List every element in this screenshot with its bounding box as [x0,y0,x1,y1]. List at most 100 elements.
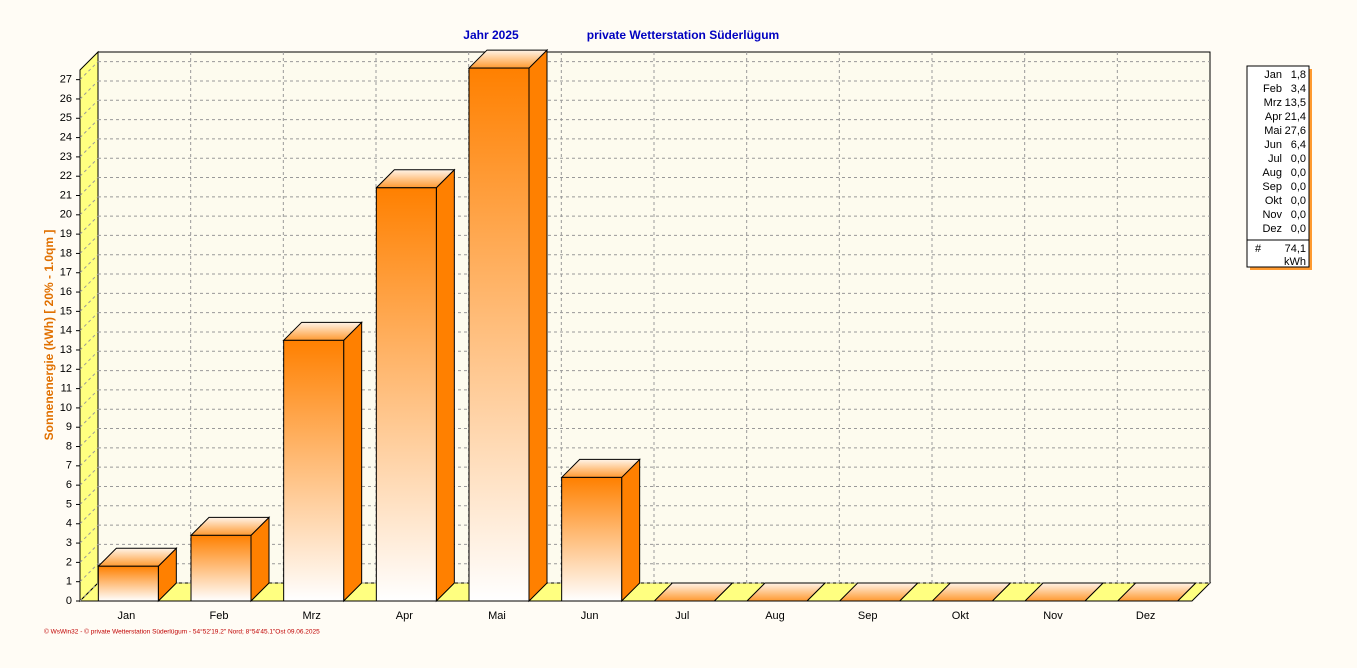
bar-group [282,321,363,603]
chart-title: Jahr 2025 [463,28,519,42]
y-tick-label: 6 [66,479,72,491]
legend-value: 0,0 [1291,153,1306,165]
y-tick-label: 2 [66,556,72,568]
y-tick-label: 8 [66,440,72,452]
legend-month: Aug [1262,167,1282,179]
y-axis-label: Sonnenenergie (kWh) [ 20% - 1.0qm ] [42,230,56,441]
side-grid-line [79,157,99,177]
bar-side [343,321,363,603]
x-tick-label: Jul [675,610,689,622]
legend-total: 74,1 [1285,243,1306,255]
y-tick-label: 24 [60,131,72,143]
x-tick-label: Feb [210,610,229,622]
side-wall [79,50,99,603]
legend-value: 13,5 [1285,97,1306,109]
side-grid-line [79,61,99,81]
bar [375,187,437,602]
legend-value: 0,0 [1291,209,1306,221]
bar-group [560,458,641,603]
x-tick-label: Mrz [303,610,321,622]
bar [283,339,345,602]
legend-box [1246,65,1310,268]
y-tick-label: 3 [66,537,72,549]
bar-group [375,168,456,603]
y-tick-label: 0 [66,595,72,607]
legend-value: 3,4 [1291,83,1306,95]
x-tick-label: Aug [765,610,785,622]
side-grid-line [79,563,99,583]
bar [97,565,159,602]
legend-month: Dez [1262,223,1282,235]
bar-top [653,582,734,602]
bar-group [931,582,1012,602]
side-grid-line [79,119,99,138]
bar-side [435,168,455,603]
side-grid-line [79,215,99,235]
y-tick-label: 12 [60,363,72,375]
side-grid-line [79,370,99,389]
bar-group [1023,582,1105,602]
side-grid-line [79,138,99,158]
legend-month: Okt [1265,195,1282,207]
x-tick-label: Sep [858,610,878,622]
bar [561,476,623,602]
bar-top [1116,582,1197,602]
x-tick-label: Dez [1136,610,1156,622]
legend-month: Nov [1262,209,1282,221]
side-grid-line [79,273,99,293]
y-tick-label: 21 [60,189,72,201]
legend-month: Sep [1262,181,1282,193]
side-grid-line [79,312,99,332]
x-tick-label: Jun [581,610,599,622]
plot [79,48,1210,603]
y-tick-label: 9 [66,421,72,433]
side-grid-line [79,524,99,544]
side-grid-line [79,486,99,505]
side-grid-line [79,350,99,370]
legend-month: Jun [1264,139,1282,151]
side-grid-line [79,99,99,119]
y-tick-label: 23 [60,151,72,163]
y-tick-label: 26 [60,93,72,105]
y-tick-label: 7 [66,460,72,472]
bar-group [97,547,178,603]
legend-month: Jul [1268,153,1282,165]
y-tick-label: 18 [60,247,72,259]
side-grid-line [79,389,99,409]
bar-group [653,582,734,602]
y-tick-label: 25 [60,112,72,124]
side-grid-line [79,408,99,428]
side-grid-line [79,254,99,274]
legend-value: 0,0 [1291,181,1306,193]
y-tick-label: 11 [61,383,72,395]
side-grid-line [79,544,99,563]
y-tick-label: 4 [66,518,72,530]
legend-symbol: # [1255,243,1262,255]
y-tick-label: 14 [60,325,72,337]
y-tick-label: 22 [60,170,72,182]
bar-group [838,582,919,602]
side-grid-line [79,331,99,351]
bar [468,67,530,602]
bar-top [931,582,1012,602]
side-grid-line [79,466,99,486]
side-grid-line [79,80,99,100]
bar-group [1116,582,1197,602]
legend-value: 0,0 [1291,195,1306,207]
x-tick-label: Jan [117,610,135,622]
y-tick-label: 16 [60,286,72,298]
legend-value: 0,0 [1291,223,1306,235]
x-tick-label: Okt [952,610,969,622]
y-tick-label: 5 [66,498,72,510]
legend-value: 27,6 [1285,125,1306,137]
legend-month: Feb [1263,83,1282,95]
legend-month: Mai [1264,125,1282,137]
y-tick-label: 1 [66,576,72,588]
x-tick-label: Nov [1043,610,1063,622]
y-tick-label: 10 [60,402,72,414]
legend-value: 21,4 [1285,111,1306,123]
bar-group [745,582,827,602]
y-tick-label: 17 [60,267,72,279]
